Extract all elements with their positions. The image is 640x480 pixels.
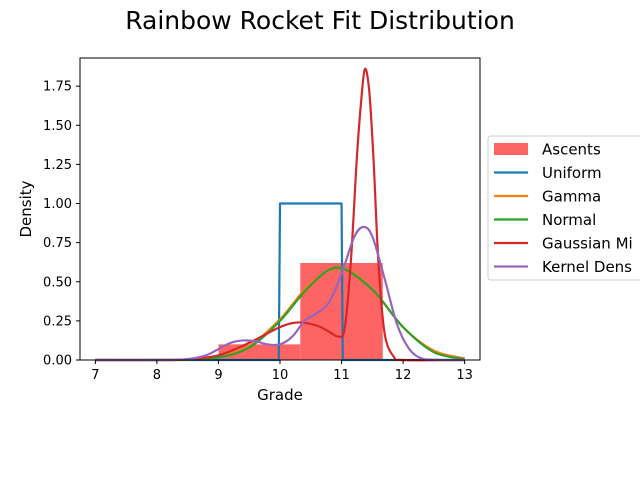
histogram-bar	[218, 344, 301, 360]
x-axis-label: Grade	[257, 386, 303, 404]
y-tick-label: 0.75	[43, 236, 72, 251]
x-tick-label: 12	[395, 368, 412, 383]
legend-label: Normal	[542, 211, 596, 229]
y-tick-label: 1.25	[43, 158, 72, 173]
legend-label: Ascents	[542, 141, 601, 159]
legend-swatch	[494, 143, 528, 155]
legend: Ascents Uniform Gamma Normal Gaussian Mi Kern…	[487, 135, 640, 281]
series-line-uniform	[95, 202, 465, 362]
series-line-kernel-dens	[95, 225, 465, 362]
y-axis: 0.00 0.25 0.50 0.75 1.00 1.25 1.50 1.75	[43, 80, 80, 369]
x-tick-label: 9	[214, 368, 222, 383]
plot-area	[95, 67, 465, 362]
y-tick-label: 1.75	[43, 80, 72, 95]
y-tick-label: 1.50	[43, 119, 72, 134]
chart-title: Rainbow Rocket Fit Distribution	[125, 6, 515, 35]
series-line-gaussian-mi	[95, 67, 465, 362]
y-tick-label: 0.25	[43, 314, 72, 329]
x-axis: 7 8 9 10 11 12 13	[91, 360, 473, 383]
x-tick-label: 10	[272, 368, 289, 383]
legend-label: Uniform	[542, 164, 602, 182]
x-tick-label: 8	[153, 368, 161, 383]
y-tick-label: 1.00	[43, 197, 72, 212]
legend-label: Gamma	[542, 188, 601, 206]
y-tick-label: 0.00	[43, 354, 72, 369]
x-tick-label: 13	[456, 368, 473, 383]
legend-label: Kernel Dens	[542, 258, 632, 276]
y-axis-label: Density	[17, 180, 35, 237]
x-tick-label: 7	[91, 368, 99, 383]
legend-label: Gaussian Mi	[542, 235, 633, 253]
y-tick-label: 0.50	[43, 275, 72, 290]
x-tick-label: 11	[333, 368, 350, 383]
